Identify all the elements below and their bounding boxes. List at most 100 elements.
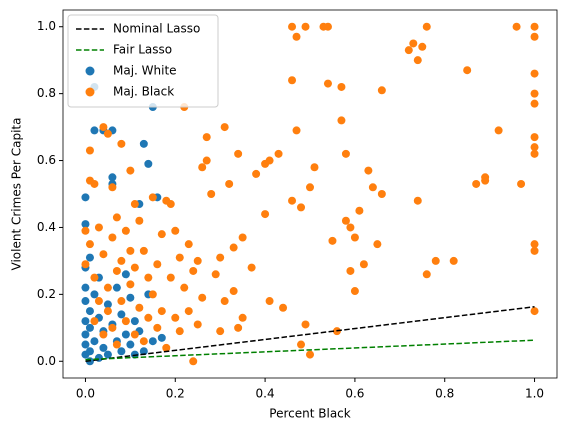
point [139,246,148,255]
point [90,179,99,188]
point [368,183,377,192]
point [121,317,130,326]
point [130,330,139,339]
point [121,226,130,235]
x-tick-label: 0.0 [76,387,95,401]
point [463,66,472,75]
point [81,220,90,229]
point [108,233,117,242]
point [413,196,422,205]
point [530,89,539,98]
point [112,213,121,222]
point [234,149,243,158]
point [126,293,135,302]
point [99,343,108,352]
point [81,193,90,202]
point [323,22,332,31]
point [99,123,108,132]
point [265,156,274,165]
point [530,32,539,41]
y-tick-label: 0.4 [37,220,56,234]
line [85,339,535,361]
point [108,173,117,182]
point [297,340,306,349]
point [481,176,490,185]
x-tick-label: 0.8 [435,387,454,401]
point [377,86,386,95]
point [90,337,99,346]
legend-swatch [85,66,95,76]
point [157,307,166,316]
point [103,129,112,138]
point [148,193,157,202]
y-tick-label: 0.0 [37,354,56,368]
x-tick-label: 0.6 [345,387,364,401]
axes-frame [62,9,558,379]
point [85,240,94,249]
point [166,273,175,282]
point [337,82,346,91]
point [288,196,297,205]
point [126,166,135,175]
point [413,56,422,65]
point [153,260,162,269]
point [85,307,94,316]
point [449,256,458,265]
point [350,287,359,296]
point [189,266,198,275]
point [171,313,180,322]
point [306,350,314,359]
point [139,139,148,148]
point [130,317,139,326]
point [422,270,431,279]
point [279,303,288,312]
point [288,22,297,31]
point [117,297,126,306]
point [346,223,355,232]
point [121,270,130,279]
point [530,143,539,152]
point [229,287,238,296]
point [81,330,90,339]
x-axis-label: Percent Black [269,407,350,421]
point [103,300,112,309]
point [202,156,211,165]
point [306,183,314,192]
point [117,310,126,319]
point [404,46,413,55]
point [530,307,539,316]
point [252,169,261,178]
point [117,347,126,356]
point [148,290,157,299]
point [81,283,90,292]
point [112,266,121,275]
point [85,146,94,155]
point [117,256,126,265]
point [90,317,99,326]
y-tick-label: 0.2 [37,287,56,301]
point [90,126,99,135]
point [189,357,198,366]
point [265,297,274,306]
point [472,179,481,188]
point [108,183,117,192]
point [81,340,90,349]
point [99,250,108,259]
point [261,210,270,219]
point [418,42,427,51]
legend-label: Fair Lasso [113,43,172,57]
legend-label: Nominal Lasso [113,22,200,36]
legend-label: Maj. Black [113,85,174,99]
point [198,293,207,302]
x-tick-label: 0.4 [256,387,275,401]
point [247,263,256,272]
point [175,327,184,336]
point [193,320,202,329]
point [530,240,539,249]
point [171,226,180,235]
point [409,39,418,48]
point [135,216,144,225]
line [85,305,535,363]
point [184,240,193,249]
